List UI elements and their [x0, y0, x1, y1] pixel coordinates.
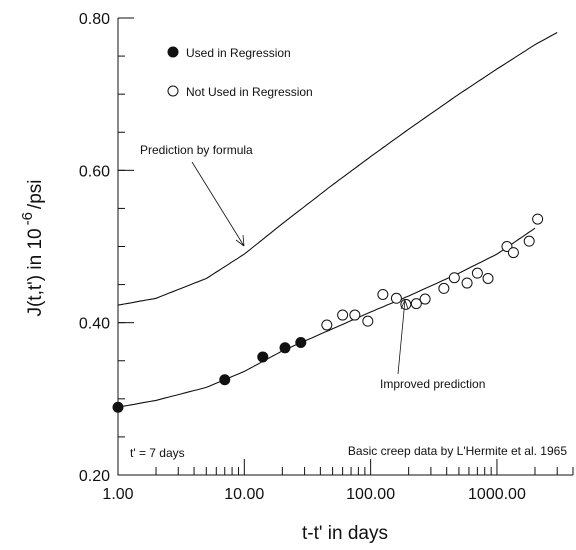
leader-improved-prediction — [397, 299, 406, 375]
x-tick-label: 1000.00 — [468, 486, 526, 503]
legend-marker-used — [167, 46, 179, 58]
y-tick-label: 0.20 — [79, 468, 110, 485]
leader-arrowhead-formula — [235, 234, 245, 247]
point-not-used — [377, 288, 389, 300]
points — [112, 213, 544, 413]
point-not-used — [507, 247, 519, 259]
legend-label-used: Used in Regression — [186, 46, 291, 60]
legend-label-not-used: Not Used in Regression — [186, 85, 313, 99]
point-not-used — [532, 213, 544, 225]
y-axis-title-suffix: /psi — [25, 179, 46, 209]
leader-arrowhead-improved — [400, 299, 409, 310]
point-not-used — [349, 309, 361, 321]
y-tick-label: 0.40 — [79, 316, 110, 333]
point-not-used — [390, 292, 402, 304]
point-used — [112, 401, 124, 413]
point-not-used — [410, 298, 422, 310]
y-axis-title: J(t,t') in 10 -6/psi — [19, 179, 46, 316]
point-not-used — [482, 272, 494, 284]
x-tick-label: 1.00 — [102, 486, 133, 503]
ticks: 0.20 0.40 0.60 0.80 1.00 10.00 100.00 1000.00 — [79, 11, 574, 503]
annotation-prediction-by-formula: Prediction by formula — [140, 143, 253, 157]
point-not-used — [471, 267, 483, 279]
point-not-used — [419, 293, 431, 305]
annotation-improved-prediction: Improved prediction — [380, 377, 485, 391]
leader-prediction-by-formula — [191, 161, 245, 247]
point-used — [279, 342, 291, 354]
y-tick-label: 0.60 — [79, 163, 110, 180]
point-not-used — [438, 282, 450, 294]
annotations: Prediction by formula Improved predictio… — [130, 143, 567, 460]
point-not-used — [448, 272, 460, 284]
curves — [117, 32, 558, 408]
point-used — [257, 351, 269, 363]
x-axis-title: t-t' in days — [302, 523, 388, 544]
legend-marker-not-used — [167, 85, 179, 97]
legend: Used in Regression Not Used in Regressio… — [167, 46, 313, 99]
point-not-used — [321, 319, 333, 331]
axis-titles: t-t' in days J(t,t') in 10 -6/psi — [19, 179, 388, 544]
point-not-used — [337, 309, 349, 321]
point-used — [219, 374, 231, 386]
point-used — [295, 336, 307, 348]
note-left: t' = 7 days — [130, 446, 185, 460]
point-not-used — [400, 298, 412, 310]
series-line-improved-prediction — [117, 227, 536, 408]
x-tick-label: 10.00 — [224, 486, 264, 503]
x-tick-label: 100.00 — [346, 486, 395, 503]
point-not-used — [461, 277, 473, 289]
y-axis-title-prefix: J(t,t') in 10 — [25, 228, 46, 316]
point-not-used — [362, 315, 374, 327]
series-line-prediction-by-formula — [117, 32, 558, 306]
y-axis-title-exponent: -6 — [19, 212, 36, 225]
y-tick-label: 0.80 — [79, 11, 110, 28]
note-right: Basic creep data by L'Hermite et al. 196… — [348, 444, 567, 458]
point-not-used — [523, 235, 535, 247]
